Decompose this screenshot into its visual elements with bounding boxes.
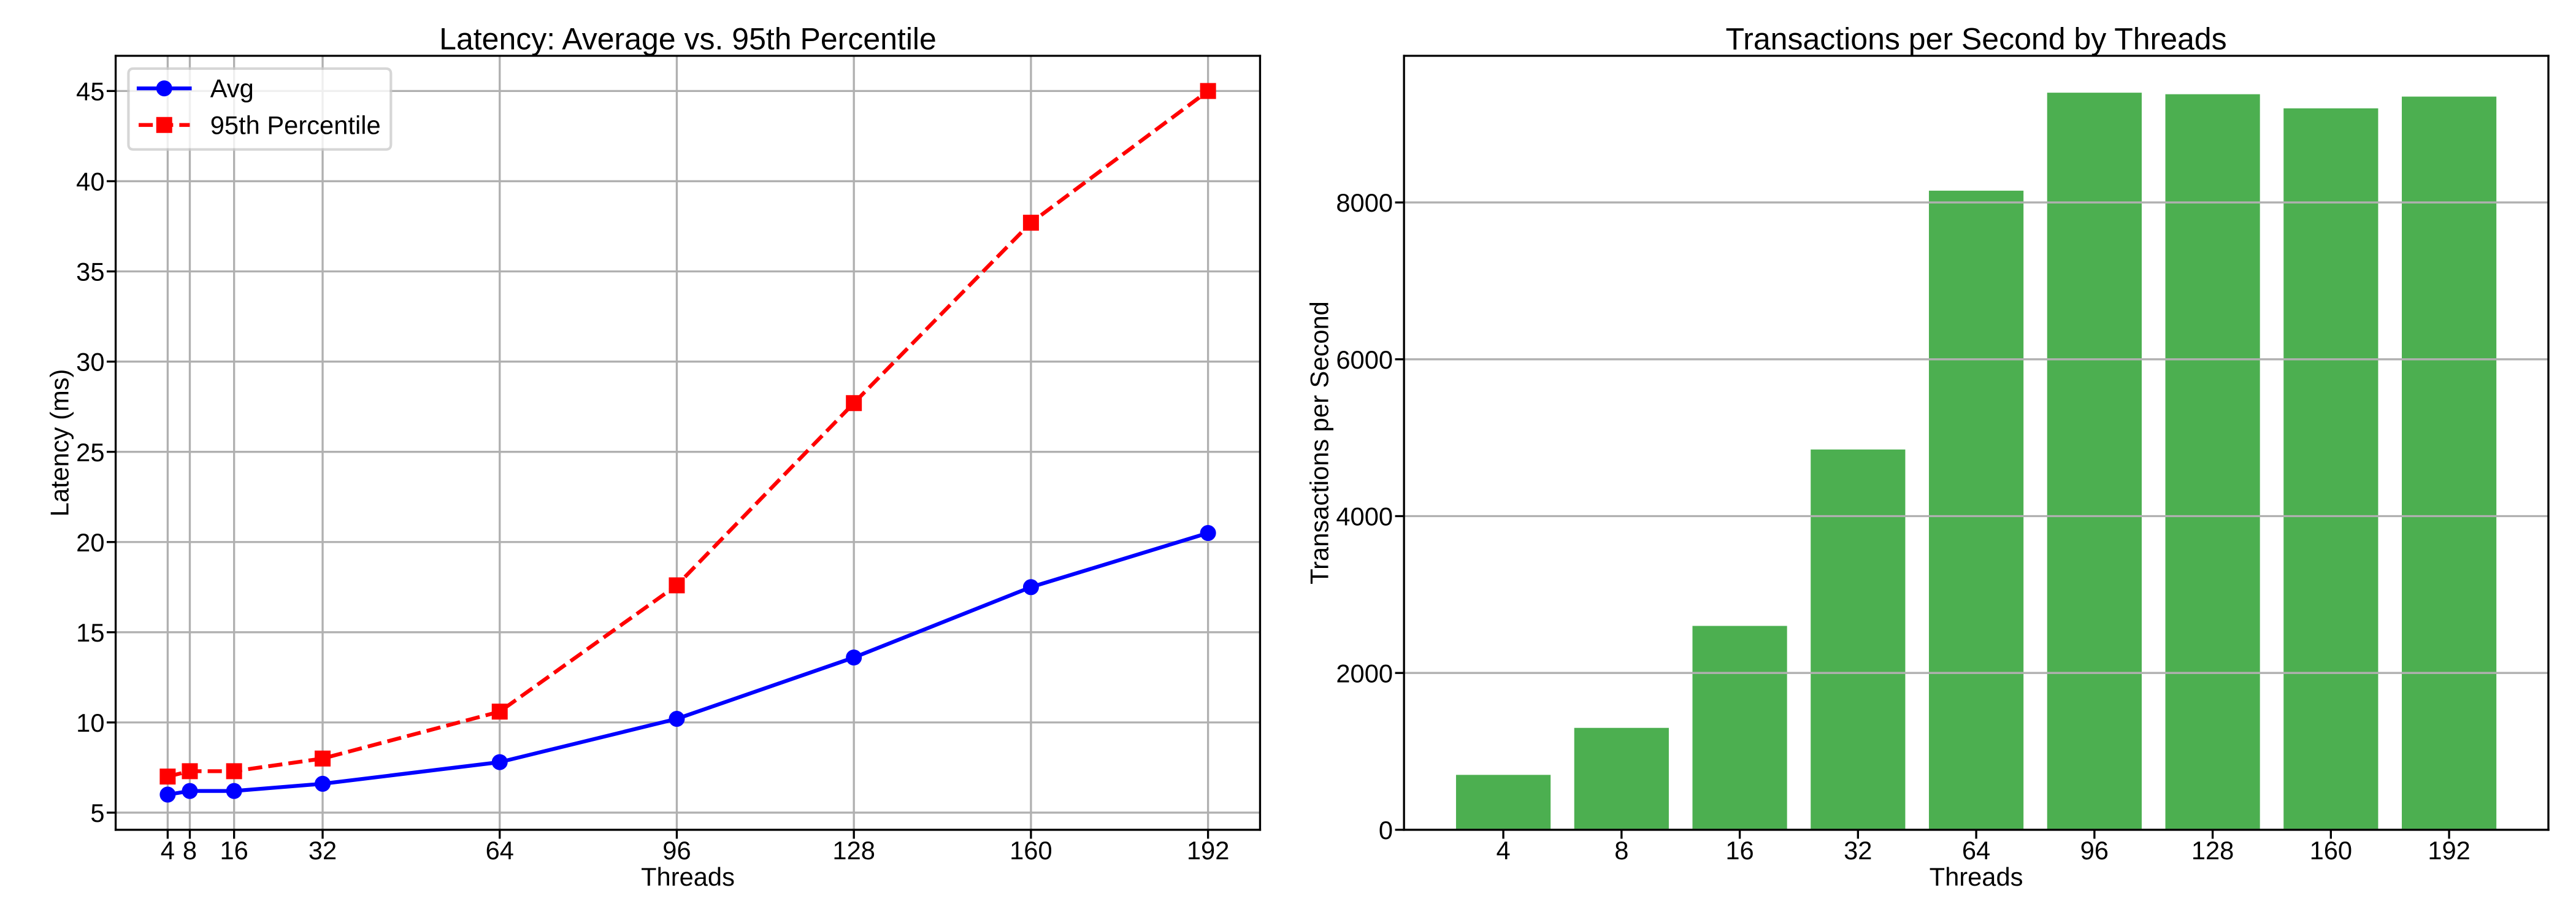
svg-text:95th Percentile: 95th Percentile [210, 110, 381, 139]
svg-text:16: 16 [1725, 836, 1754, 865]
svg-text:10: 10 [76, 708, 104, 737]
svg-text:Transactions per Second by Thr: Transactions per Second by Threads [1726, 22, 2227, 56]
svg-text:4: 4 [1496, 836, 1510, 865]
svg-text:192: 192 [2428, 836, 2471, 865]
svg-text:96: 96 [662, 836, 691, 865]
svg-text:4000: 4000 [1336, 502, 1393, 531]
svg-text:16: 16 [220, 836, 248, 865]
svg-text:Threads: Threads [641, 862, 735, 891]
svg-text:Threads: Threads [1930, 862, 2023, 891]
svg-text:8: 8 [1614, 836, 1628, 865]
svg-text:15: 15 [76, 618, 104, 647]
svg-text:20: 20 [76, 528, 104, 557]
svg-text:5: 5 [90, 799, 104, 827]
svg-text:Transactions per Second: Transactions per Second [1305, 301, 1334, 585]
svg-text:2000: 2000 [1336, 659, 1393, 688]
svg-text:25: 25 [76, 438, 104, 467]
svg-text:32: 32 [309, 836, 337, 865]
svg-text:160: 160 [1010, 836, 1052, 865]
svg-text:4: 4 [161, 836, 175, 865]
svg-text:64: 64 [486, 836, 514, 865]
svg-text:128: 128 [832, 836, 875, 865]
svg-text:32: 32 [1844, 836, 1872, 865]
svg-text:96: 96 [2080, 836, 2109, 865]
svg-text:40: 40 [76, 167, 104, 196]
svg-text:8: 8 [183, 836, 197, 865]
svg-text:6000: 6000 [1336, 345, 1393, 374]
svg-text:35: 35 [76, 258, 104, 286]
svg-text:0: 0 [1379, 816, 1393, 845]
svg-text:Avg: Avg [210, 74, 254, 103]
svg-text:8000: 8000 [1336, 188, 1393, 217]
svg-text:Latency (ms): Latency (ms) [45, 369, 74, 517]
svg-text:128: 128 [2191, 836, 2234, 865]
svg-text:45: 45 [76, 77, 104, 105]
svg-text:Latency: Average vs. 95th Perc: Latency: Average vs. 95th Percentile [439, 22, 937, 56]
svg-text:192: 192 [1187, 836, 1230, 865]
svg-text:30: 30 [76, 348, 104, 377]
svg-text:160: 160 [2310, 836, 2353, 865]
svg-text:64: 64 [1962, 836, 1990, 865]
